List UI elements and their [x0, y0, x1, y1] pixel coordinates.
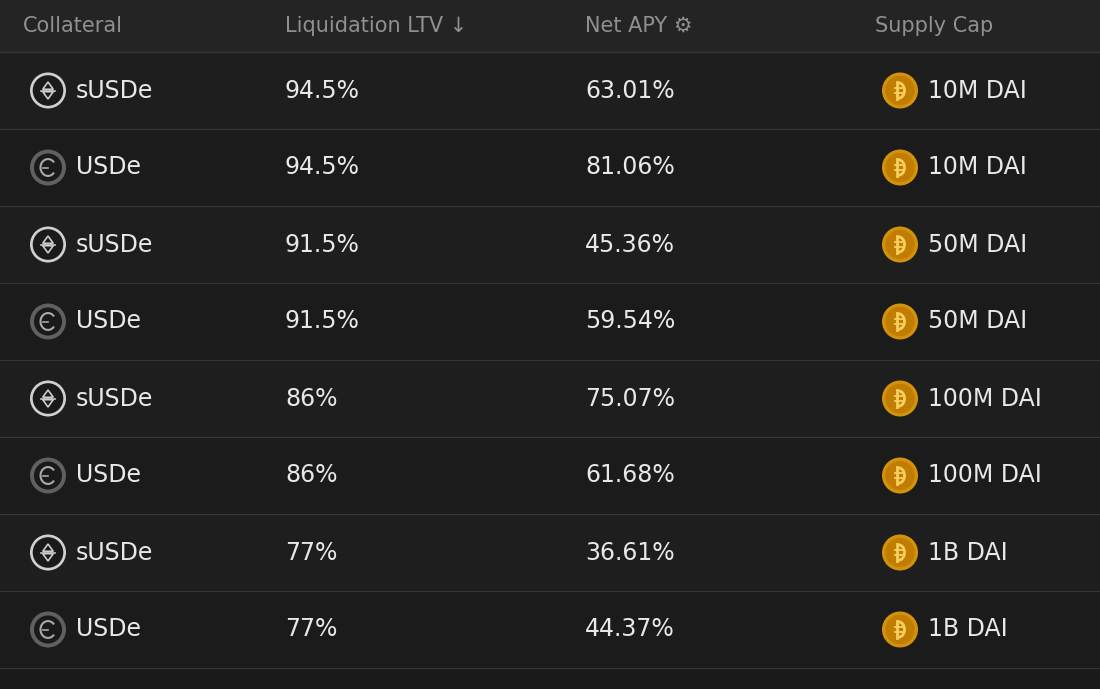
Circle shape	[886, 307, 915, 336]
Bar	[0, 514, 1100, 591]
Circle shape	[882, 457, 918, 493]
Text: 36.61%: 36.61%	[585, 540, 674, 564]
Text: 10M DAI: 10M DAI	[928, 156, 1027, 180]
Text: 61.68%: 61.68%	[585, 464, 674, 488]
Circle shape	[33, 75, 64, 106]
Text: USDe: USDe	[76, 156, 141, 180]
Circle shape	[34, 307, 62, 336]
Text: 77%: 77%	[285, 617, 338, 641]
Text: Liquidation LTV ↓: Liquidation LTV ↓	[285, 16, 468, 36]
Text: 44.37%: 44.37%	[585, 617, 674, 641]
Circle shape	[30, 380, 66, 416]
Text: Collateral: Collateral	[23, 16, 123, 36]
Bar	[0, 283, 1100, 360]
Bar	[0, 360, 1100, 437]
Circle shape	[30, 303, 66, 340]
Circle shape	[882, 303, 918, 340]
Text: 63.01%: 63.01%	[585, 79, 674, 103]
Circle shape	[882, 535, 918, 570]
Text: 91.5%: 91.5%	[285, 232, 360, 256]
Circle shape	[30, 612, 66, 648]
Bar	[0, 206, 1100, 283]
Text: USDe: USDe	[76, 464, 141, 488]
Circle shape	[30, 535, 66, 570]
Circle shape	[30, 72, 66, 108]
Circle shape	[886, 76, 915, 105]
Text: sUSDe: sUSDe	[76, 540, 153, 564]
Circle shape	[30, 227, 66, 263]
Circle shape	[886, 153, 915, 183]
Text: 91.5%: 91.5%	[285, 309, 360, 333]
Circle shape	[882, 612, 918, 648]
Bar	[0, 129, 1100, 206]
Bar	[0, 591, 1100, 668]
Text: 10M DAI: 10M DAI	[928, 79, 1027, 103]
Text: 94.5%: 94.5%	[285, 156, 360, 180]
Bar	[0, 437, 1100, 514]
Circle shape	[882, 380, 918, 416]
Circle shape	[882, 227, 918, 263]
Text: 81.06%: 81.06%	[585, 156, 674, 180]
Text: 50M DAI: 50M DAI	[928, 232, 1027, 256]
Bar	[0, 0, 1100, 52]
Text: 75.07%: 75.07%	[585, 387, 675, 411]
Circle shape	[886, 384, 915, 413]
Circle shape	[33, 383, 64, 414]
Text: 86%: 86%	[285, 387, 338, 411]
Text: 100M DAI: 100M DAI	[928, 387, 1042, 411]
Circle shape	[30, 150, 66, 185]
Text: 1B DAI: 1B DAI	[928, 617, 1008, 641]
Circle shape	[886, 615, 915, 644]
Text: USDe: USDe	[76, 309, 141, 333]
Circle shape	[882, 150, 918, 185]
Text: 1B DAI: 1B DAI	[928, 540, 1008, 564]
Circle shape	[33, 537, 64, 568]
Text: 50M DAI: 50M DAI	[928, 309, 1027, 333]
Text: USDe: USDe	[76, 617, 141, 641]
Text: 100M DAI: 100M DAI	[928, 464, 1042, 488]
Text: 59.54%: 59.54%	[585, 309, 675, 333]
Text: 86%: 86%	[285, 464, 338, 488]
Text: sUSDe: sUSDe	[76, 232, 153, 256]
Circle shape	[886, 537, 915, 567]
Text: 94.5%: 94.5%	[285, 79, 360, 103]
Circle shape	[886, 229, 915, 259]
Text: sUSDe: sUSDe	[76, 387, 153, 411]
Circle shape	[33, 229, 64, 260]
Text: 45.36%: 45.36%	[585, 232, 675, 256]
Circle shape	[34, 462, 62, 490]
Text: 77%: 77%	[285, 540, 338, 564]
Text: sUSDe: sUSDe	[76, 79, 153, 103]
Circle shape	[30, 457, 66, 493]
Text: Supply Cap: Supply Cap	[874, 16, 993, 36]
Circle shape	[886, 461, 915, 491]
Bar	[0, 52, 1100, 129]
Text: Net APY ⚙: Net APY ⚙	[585, 16, 693, 36]
Circle shape	[882, 72, 918, 108]
Circle shape	[34, 615, 62, 644]
Circle shape	[34, 154, 62, 181]
